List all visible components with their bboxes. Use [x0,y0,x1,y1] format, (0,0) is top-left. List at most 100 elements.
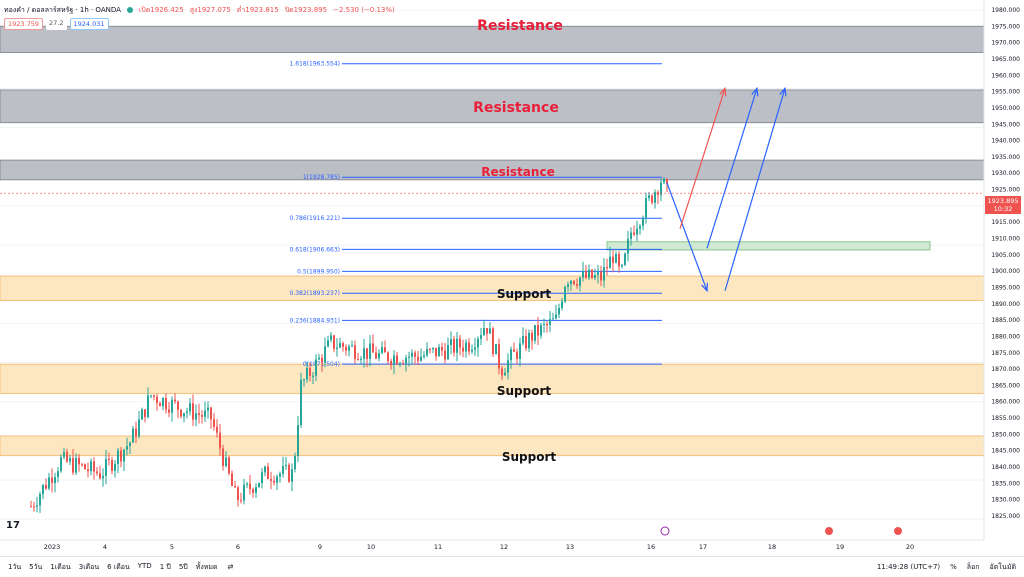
candle-body [567,284,569,287]
change-value: −2.530 (−0.13%) [333,6,395,14]
candle-body [573,280,575,285]
candle-body [492,328,494,355]
candle-body [39,494,41,506]
candle-body [408,356,410,358]
candle-body [552,318,554,320]
candle-body [438,346,440,357]
log-toggle[interactable]: ล็อก [966,562,980,571]
candle-body [114,463,116,471]
candle-body [330,335,332,341]
candle-body [54,477,56,484]
candle-body [645,198,647,219]
candle-body [60,457,62,472]
candle-body [555,314,557,319]
time-tick: 17 [699,543,707,551]
candle-body [510,349,512,361]
candle-body [312,375,314,377]
timeframe-6[interactable]: 1 ปี [159,562,171,571]
price-tick: 1860.000 [991,399,1020,406]
price-tick: 1915.000 [991,219,1020,226]
candle-body [534,325,536,341]
time-tick: 6 [236,543,240,551]
candle-body [387,352,389,362]
candle-body [87,469,89,472]
time-tick: 18 [768,543,776,551]
candle-body [444,350,446,360]
price-tick: 1830.000 [991,497,1020,504]
candle-body [174,399,176,402]
timeframe-7[interactable]: 5ปี [178,562,188,571]
candle-body [348,346,350,351]
sell-button[interactable]: 1923.759 [4,18,44,30]
date-range-icon[interactable]: ⇄ [227,563,234,571]
auto-toggle[interactable]: อัตโนมัติ [989,562,1016,571]
candle-body [648,195,650,199]
candle-body [354,345,356,360]
candle-body [393,355,395,365]
price-chart[interactable]: 1.618(1963.554) 1(1928.785) 0.786(1916.221… [0,0,1024,556]
timeframe-4[interactable]: 6 เดือน [107,562,130,571]
candle-body [624,253,626,265]
candle-body [531,332,533,341]
candle-body [363,348,365,359]
candle-body [333,335,335,349]
candle-body [579,277,581,286]
candle-body [162,398,164,407]
candle-body [237,487,239,501]
percent-toggle[interactable]: % [950,563,957,571]
buy-button[interactable]: 1924.031 [69,18,109,30]
open-value: เปิด1926.425 [138,5,184,14]
candle-body [150,395,152,397]
timeframe-1[interactable]: 5วัน [29,562,43,571]
bar-countdown: 10:32 [993,205,1013,213]
candle-body [543,323,545,325]
candle-body [129,442,131,447]
candle-body [159,403,161,407]
timeframe-buttons: 1วัน 5วัน 1เดือน 3เดือน 6 เดือน YTD 1 ปี 5ปี ทั้… [8,562,218,573]
price-tick: 1835.000 [991,480,1020,487]
candle-body [663,179,665,183]
candle-body [588,269,590,278]
candle-body [102,475,104,479]
tradingview-logo[interactable]: 17 [6,520,20,531]
candle-body [504,372,506,376]
time-tick: 2023 [44,543,61,551]
arrow-up-red [679,88,726,229]
candle-body [138,419,140,437]
candle-body [225,457,227,467]
candle-body [300,379,302,426]
price-axis-bg [984,0,1024,556]
candle-body [324,346,326,363]
target-zone [606,241,931,251]
candle-body [372,343,374,353]
candle-body [123,449,125,462]
candle-body [51,477,53,484]
timeframe-2[interactable]: 1เดือน [50,562,71,571]
timeframe-8[interactable]: ทั้งหมด [195,562,218,571]
price-tick: 1925.000 [991,187,1020,194]
fib-label: 0.5(1899.950) [297,268,340,275]
candle-body [459,338,461,348]
candle-body [657,192,659,195]
candle-body [435,347,437,357]
candle-body [228,457,230,474]
candle-body [45,484,47,489]
symbol-title[interactable]: ทองคำ / ดอลลาร์สหรัฐ · 1h · OANDA [4,5,121,14]
timeframe-0[interactable]: 1วัน [8,562,22,571]
candle-body [273,480,275,483]
timeframe-5[interactable]: YTD [137,561,152,570]
candle-body [210,407,212,420]
clock[interactable]: 11:49:28 (UTC+7) [876,563,941,571]
timeframe-3[interactable]: 3เดือน [78,562,100,571]
candle-body [666,179,668,184]
market-open-icon [126,7,133,13]
price-tick: 1975.000 [991,23,1020,30]
candle-body [501,368,503,376]
candle-body [321,357,323,363]
candle-body [336,347,338,349]
time-tick: 4 [103,543,107,551]
candle-body [468,342,470,352]
candle-body [651,195,653,203]
candle-body [309,367,311,376]
candle-body [90,461,92,472]
